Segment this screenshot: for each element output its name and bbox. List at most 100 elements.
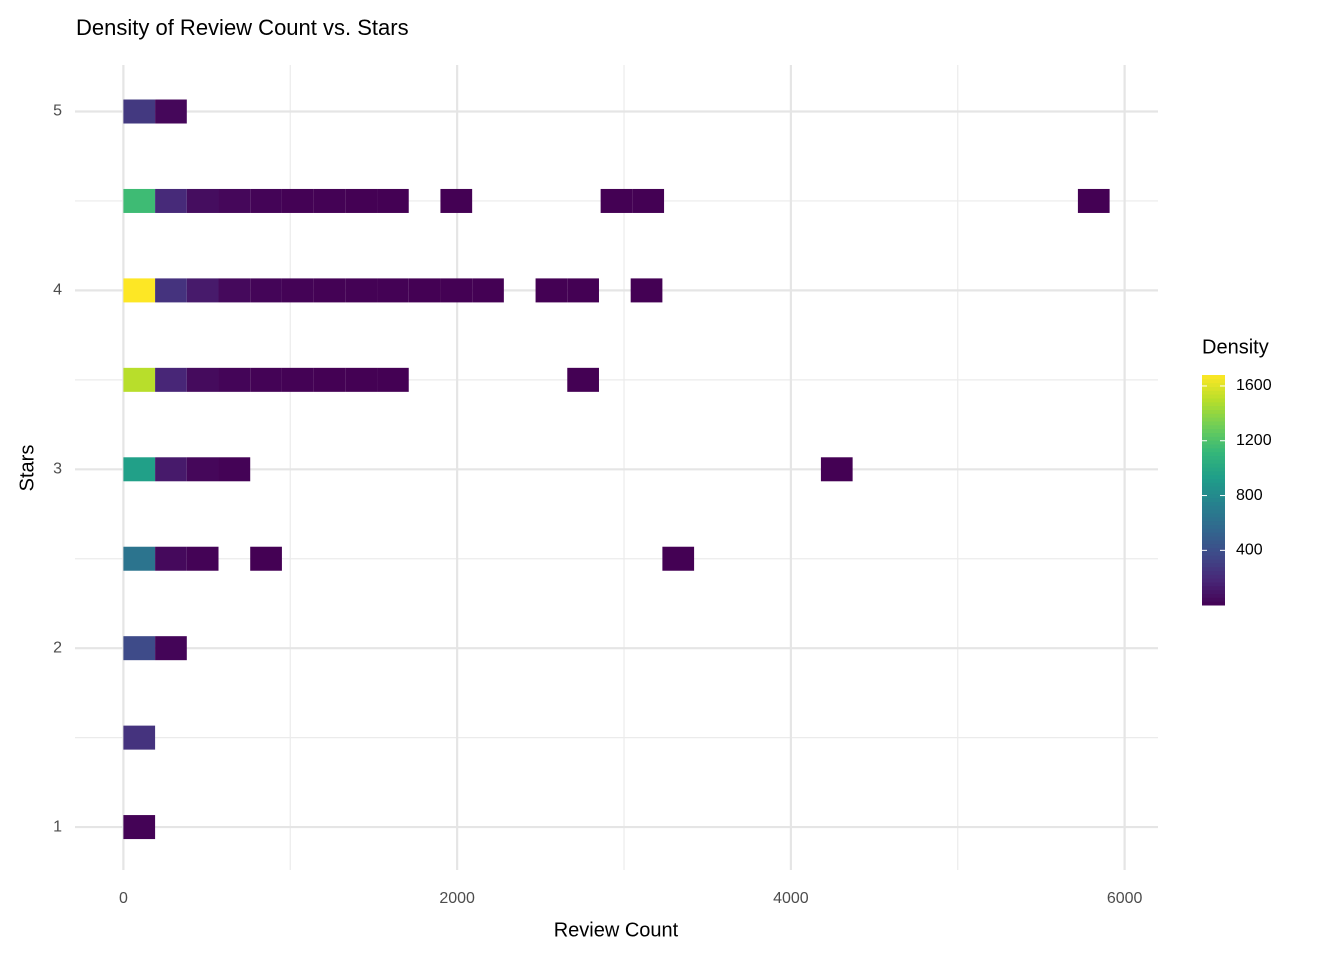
tile (377, 188, 409, 213)
tile (155, 636, 187, 661)
tile (440, 278, 473, 303)
colorbar-segment (1202, 536, 1225, 541)
tile (600, 188, 633, 213)
tile (155, 99, 187, 124)
colorbar-segment (1202, 555, 1225, 560)
tile (155, 457, 187, 482)
y-tick-label: 5 (53, 103, 62, 120)
tile (567, 278, 599, 303)
tile (313, 278, 346, 303)
colorbar-segment (1202, 566, 1225, 571)
colorbar-segment (1202, 585, 1225, 591)
tile (123, 188, 156, 213)
colorbar-segment (1202, 574, 1225, 579)
tile (281, 188, 314, 213)
tile (218, 457, 251, 482)
colorbar-segment (1202, 551, 1225, 556)
colorbar-segment (1202, 516, 1225, 522)
tile (123, 546, 156, 571)
colorbar-segment (1202, 394, 1225, 399)
tile (186, 457, 219, 482)
tile (155, 278, 187, 303)
tile (186, 278, 219, 303)
x-tick-label: 6000 (1107, 890, 1143, 907)
y-tick-label: 3 (53, 461, 62, 478)
x-axis-label: Review Count (554, 919, 679, 941)
legend-tick-label: 1600 (1236, 377, 1272, 394)
y-tick-label: 1 (53, 818, 62, 835)
colorbar-segment (1202, 444, 1225, 449)
colorbar-segment (1202, 532, 1225, 537)
tile (155, 188, 187, 213)
tile (123, 636, 156, 661)
tile (313, 188, 346, 213)
colorbar-segment (1202, 493, 1225, 499)
tile (345, 278, 378, 303)
tile (250, 188, 282, 213)
x-tick-label: 4000 (773, 890, 809, 907)
tile (123, 725, 156, 750)
tile (155, 367, 187, 392)
legend-tick-label: 400 (1236, 542, 1263, 559)
tile (630, 278, 663, 303)
tile (281, 367, 314, 392)
tile (662, 546, 695, 571)
legend-tick-label: 1200 (1236, 432, 1272, 449)
colorbar-segment (1202, 382, 1225, 387)
tile (313, 367, 346, 392)
colorbar-segment (1202, 451, 1225, 456)
tile (408, 278, 441, 303)
tile (186, 546, 219, 571)
colorbar-segment (1202, 474, 1225, 479)
colorbar-segment (1202, 539, 1225, 545)
tile (632, 188, 665, 213)
colorbar-segment (1202, 428, 1225, 433)
tile (535, 278, 568, 303)
colorbar-segment (1202, 421, 1225, 426)
tile (123, 278, 156, 303)
tile (155, 546, 187, 571)
colorbar-segment (1202, 386, 1225, 391)
colorbar-segment (1202, 390, 1225, 395)
colorbar-segment (1202, 432, 1225, 437)
colorbar-segment (1202, 520, 1225, 525)
colorbar-segment (1202, 455, 1225, 460)
colorbar-segment (1202, 589, 1225, 594)
colorbar-segment (1202, 505, 1225, 510)
colorbar-segment (1202, 398, 1225, 403)
colorbar-segment (1202, 482, 1225, 487)
colorbar-segment (1202, 463, 1225, 468)
colorbar-segment (1202, 467, 1225, 472)
x-tick-label: 0 (119, 890, 128, 907)
colorbar-segment (1202, 424, 1225, 430)
colorbar-segment (1202, 593, 1225, 598)
colorbar-segment (1202, 436, 1225, 441)
colorbar-segment (1202, 413, 1225, 418)
tile (377, 367, 409, 392)
colorbar-segment (1202, 459, 1225, 464)
tile (377, 278, 409, 303)
legend-tick-label: 800 (1236, 487, 1263, 504)
tile (820, 457, 853, 482)
colorbar-segment (1202, 478, 1225, 483)
colorbar-segment (1202, 528, 1225, 533)
tile (123, 815, 156, 840)
colorbar-segment (1202, 409, 1225, 414)
colorbar-segment (1202, 543, 1225, 548)
colorbar-segment (1202, 486, 1225, 491)
colorbar-segment (1202, 447, 1225, 453)
tile (186, 188, 219, 213)
tile (1077, 188, 1110, 213)
tile (345, 188, 378, 213)
colorbar-segment (1202, 417, 1225, 422)
tile (250, 367, 282, 392)
colorbar-segment (1202, 547, 1225, 552)
y-tick-label: 2 (53, 639, 62, 656)
colorbar-segment (1202, 501, 1225, 506)
tile (123, 367, 156, 392)
colorbar-segment (1202, 570, 1225, 575)
colorbar-segment (1202, 375, 1225, 380)
tile (567, 367, 599, 392)
colorbar-segment (1202, 490, 1225, 495)
